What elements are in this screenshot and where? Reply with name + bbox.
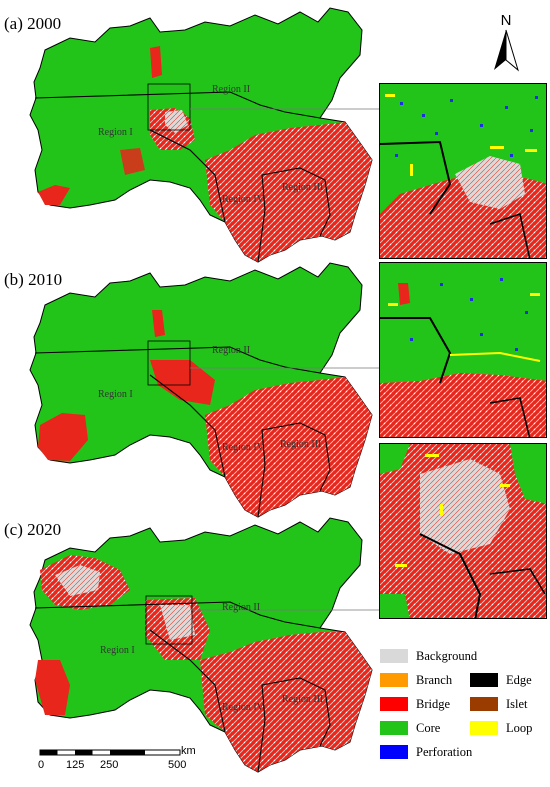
legend-label: Background [416, 648, 478, 663]
legend-swatch [470, 697, 498, 711]
legend-swatch [380, 649, 408, 663]
legend-item-islet: Islet [470, 696, 528, 712]
legend-item-perforation: Perforation [380, 744, 472, 760]
legend-label: Branch [416, 672, 453, 687]
map-2010: Region II Region I Region III Region IV [29, 262, 380, 518]
legend-swatch [380, 673, 408, 687]
legend-label: Core [416, 720, 441, 735]
legend-label: Bridge [416, 696, 451, 711]
region-label: Region III [280, 439, 321, 450]
scale-tick: 125 [66, 759, 85, 771]
north-arrow: N [488, 10, 524, 74]
scale-unit: km [181, 745, 196, 757]
scale-tick: 250 [100, 759, 119, 771]
inset-2010 [379, 262, 547, 438]
legend-item-core: Core [380, 720, 440, 736]
region-label: Region II [212, 345, 250, 356]
region-label: Region II [222, 602, 260, 613]
legend-item-background: Background [380, 648, 477, 664]
panel-label-2010: (b) 2010 [4, 270, 63, 289]
legend-label: Edge [506, 672, 532, 687]
legend-item-branch: Branch [380, 672, 452, 688]
legend-swatch [380, 721, 408, 735]
legend-label: Islet [506, 696, 528, 711]
legend-swatch [380, 745, 408, 759]
north-label: N [501, 12, 512, 29]
region-label: Region III [282, 694, 323, 705]
scale-bar: km 0 125 250 500 [38, 745, 196, 777]
region-label: Region I [98, 389, 133, 400]
region-label: Region IV [222, 702, 265, 713]
map-2000: Region II Region I Region III Region IV [29, 7, 380, 263]
legend-label: Loop [506, 720, 533, 735]
panel-label-2020: (c) 2020 [4, 520, 62, 539]
scale-tick: 500 [168, 759, 187, 771]
legend-swatch [380, 697, 408, 711]
map-2020: Region II Region I Region III Region IV [29, 517, 380, 773]
legend-swatch [470, 673, 498, 687]
inset-2020 [379, 443, 547, 619]
region-label: Region IV [222, 194, 265, 205]
scale-tick: 0 [38, 759, 45, 771]
panel-label-2000: (a) 2000 [4, 14, 62, 33]
region-label: Region IV [222, 442, 265, 453]
region-label: Region I [100, 645, 135, 656]
region-label: Region I [98, 127, 133, 138]
legend-item-loop: Loop [470, 720, 532, 736]
legend-swatch [470, 721, 498, 735]
inset-2000 [379, 83, 547, 259]
legend-label: Perforation [416, 744, 473, 759]
legend-item-bridge: Bridge [380, 696, 450, 712]
legend-item-edge: Edge [470, 672, 532, 688]
region-label: Region III [282, 182, 323, 193]
region-label: Region II [212, 84, 250, 95]
